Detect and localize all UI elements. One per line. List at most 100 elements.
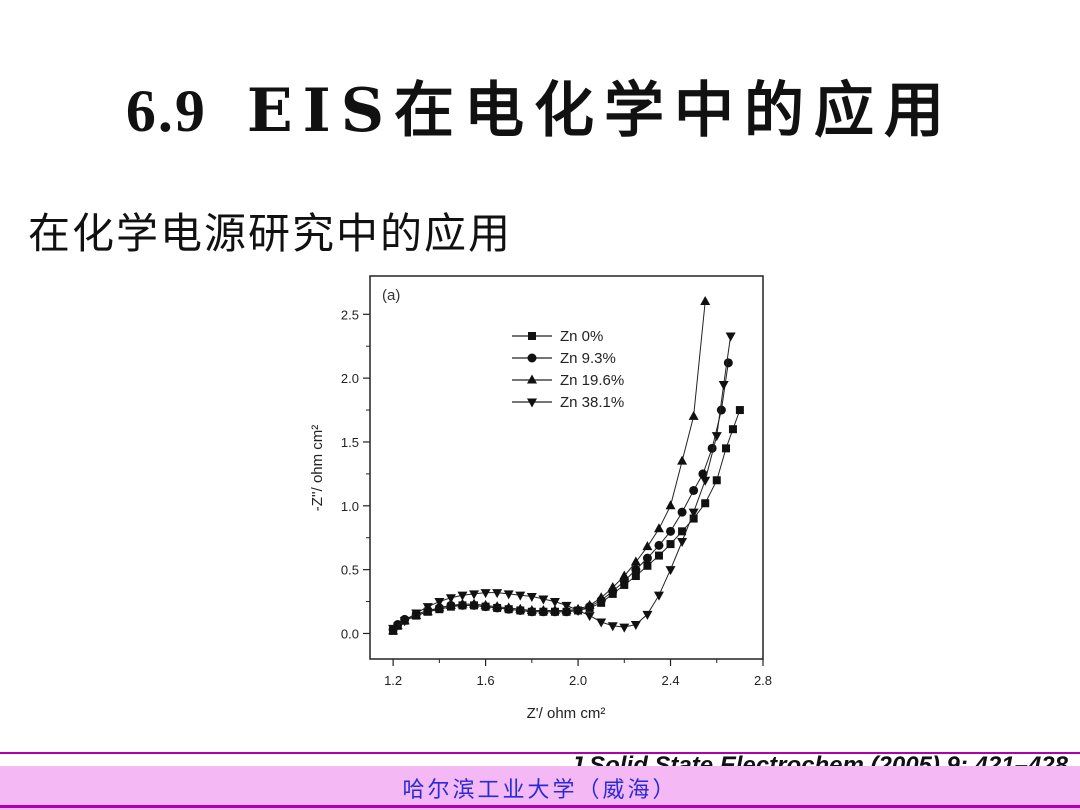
data-point — [677, 507, 687, 517]
slide-title: 6.9 EIS在电化学中的应用 — [0, 62, 1080, 149]
data-point — [399, 617, 410, 627]
data-point — [411, 609, 422, 619]
data-point — [700, 476, 711, 486]
data-point — [689, 485, 699, 495]
y-tick-label: 0.0 — [341, 626, 359, 641]
y-tick-label: 1.0 — [341, 499, 359, 514]
data-point — [666, 540, 675, 549]
data-point — [492, 601, 503, 611]
data-point — [619, 623, 630, 633]
data-point — [735, 406, 744, 415]
legend-label: Zn 9.3% — [560, 350, 616, 367]
legend-label: Zn 0% — [560, 328, 603, 345]
data-point — [654, 551, 663, 560]
legend-marker — [527, 353, 537, 363]
data-point — [469, 598, 480, 608]
data-point — [503, 602, 514, 612]
data-point — [549, 604, 560, 614]
series-layer — [388, 296, 744, 635]
data-point — [538, 595, 549, 605]
y-tick-label: 1.5 — [341, 435, 359, 450]
data-point — [619, 570, 630, 580]
x-tick-label: 2.0 — [569, 673, 587, 688]
data-point — [596, 618, 607, 628]
title-number: 6.9 — [125, 78, 207, 144]
data-point — [700, 296, 711, 306]
data-point — [422, 603, 433, 613]
series-3 — [388, 332, 736, 634]
data-point — [607, 582, 618, 592]
legend-marker — [528, 332, 536, 340]
data-point — [716, 405, 726, 415]
data-point — [630, 556, 641, 566]
footer-band — [0, 766, 1080, 810]
series-2 — [388, 296, 711, 635]
legend-label: Zn 19.6% — [560, 372, 624, 389]
x-tick-label: 2.8 — [754, 673, 772, 688]
footer-institution: 哈尔滨工业大学（威海） — [402, 778, 678, 803]
data-point — [718, 381, 729, 391]
data-point — [561, 601, 572, 611]
data-point — [677, 455, 688, 465]
data-point — [654, 540, 664, 550]
data-point — [573, 606, 584, 616]
data-point — [515, 591, 526, 601]
y-tick-label: 2.0 — [341, 371, 359, 386]
data-point — [445, 599, 456, 609]
footer-rule-top — [0, 752, 1080, 754]
data-point — [688, 410, 699, 420]
data-point — [584, 612, 595, 622]
data-point — [665, 566, 676, 576]
y-tick-label: 2.5 — [341, 307, 359, 322]
data-point — [480, 589, 491, 599]
data-point — [728, 425, 737, 434]
data-point — [689, 514, 698, 523]
footer-rule-bottom — [0, 805, 1080, 808]
data-point — [701, 499, 710, 508]
data-point — [723, 358, 733, 368]
x-tick-label: 1.2 — [384, 673, 402, 688]
data-point — [526, 592, 537, 602]
data-point — [549, 598, 560, 608]
data-point — [469, 590, 480, 600]
data-point — [630, 621, 641, 631]
data-point — [653, 523, 664, 533]
data-point — [698, 469, 708, 479]
data-point — [642, 541, 653, 551]
data-point — [707, 443, 717, 453]
data-point — [631, 572, 640, 581]
legend-label: Zn 38.1% — [560, 394, 624, 411]
data-point — [480, 599, 491, 609]
series-line — [392, 301, 706, 632]
y-axis: 0.0 0.5 1.0 1.5 2.0 2.5 — [341, 307, 370, 641]
data-point — [457, 598, 468, 608]
y-axis-label: -Z''/ ohm cm² — [309, 425, 326, 512]
data-point — [526, 604, 537, 614]
x-tick-label: 2.4 — [661, 673, 679, 688]
title-text: EIS在电化学中的应用 — [246, 76, 955, 146]
data-point — [678, 527, 687, 536]
data-point — [434, 598, 445, 608]
legend-marker — [527, 374, 537, 384]
y-tick-label: 0.5 — [341, 563, 359, 578]
x-axis: 1.2 1.6 2.0 2.4 2.8 — [384, 659, 772, 688]
series-line — [392, 409, 741, 632]
data-point — [688, 508, 699, 518]
data-point — [642, 610, 653, 620]
panel-label: (a) — [382, 287, 400, 304]
data-point — [642, 553, 652, 563]
data-point — [538, 604, 549, 614]
data-point — [631, 565, 641, 575]
plot-frame — [369, 275, 764, 660]
data-point — [643, 561, 652, 570]
data-point — [653, 591, 664, 601]
eis-nyquist-chart: 0.0 0.5 1.0 1.5 2.0 2.5 1.2 1.6 2.0 2.4 2.8 Zn 0%… — [309, 275, 772, 722]
slide-subtitle: 在化学电源研究中的应用 — [28, 209, 513, 258]
data-point — [722, 444, 731, 453]
data-point — [584, 599, 595, 609]
data-point — [445, 594, 456, 604]
data-point — [492, 589, 503, 599]
data-point — [712, 476, 721, 485]
data-point — [515, 603, 526, 613]
data-point — [666, 526, 676, 536]
